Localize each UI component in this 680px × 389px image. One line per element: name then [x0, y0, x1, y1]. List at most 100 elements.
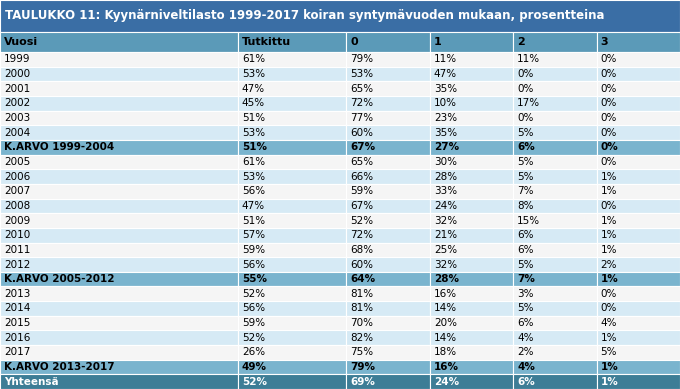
- Bar: [430, 199, 513, 213]
- Bar: [346, 272, 430, 286]
- Text: 59%: 59%: [242, 245, 265, 255]
- Text: 4%: 4%: [517, 333, 534, 343]
- Text: 1%: 1%: [600, 274, 618, 284]
- Bar: [513, 111, 596, 125]
- Bar: [513, 345, 596, 360]
- Bar: [238, 111, 346, 125]
- Text: 2007: 2007: [4, 186, 31, 196]
- Text: 11%: 11%: [517, 54, 541, 65]
- Bar: [596, 286, 680, 301]
- Bar: [596, 125, 680, 140]
- Text: 57%: 57%: [242, 230, 265, 240]
- Bar: [238, 169, 346, 184]
- Bar: [596, 184, 680, 199]
- Text: 0%: 0%: [600, 128, 617, 138]
- Text: 0%: 0%: [517, 113, 534, 123]
- Bar: [0, 360, 238, 374]
- Text: 0%: 0%: [600, 157, 617, 167]
- Bar: [430, 111, 513, 125]
- Text: 2012: 2012: [4, 259, 31, 270]
- Bar: [0, 286, 238, 301]
- Bar: [0, 32, 238, 52]
- Text: 1%: 1%: [600, 230, 617, 240]
- Text: 0%: 0%: [600, 142, 618, 152]
- Bar: [596, 169, 680, 184]
- Bar: [596, 96, 680, 111]
- Text: 2009: 2009: [4, 216, 31, 226]
- Text: 65%: 65%: [350, 84, 373, 94]
- Bar: [513, 360, 596, 374]
- Text: 2014: 2014: [4, 303, 31, 314]
- Bar: [0, 111, 238, 125]
- Text: TAULUKKO 11: Kyynärniveltilasto 1999-2017 koiran syntymävuoden mukaan, prosentte: TAULUKKO 11: Kyynärniveltilasto 1999-201…: [5, 9, 605, 23]
- Text: 47%: 47%: [242, 201, 265, 211]
- Bar: [430, 330, 513, 345]
- Text: 79%: 79%: [350, 362, 375, 372]
- Text: 53%: 53%: [242, 128, 265, 138]
- Bar: [430, 184, 513, 199]
- Bar: [346, 286, 430, 301]
- Text: 2015: 2015: [4, 318, 31, 328]
- Text: 61%: 61%: [242, 157, 265, 167]
- Text: 0%: 0%: [600, 113, 617, 123]
- Text: 27%: 27%: [434, 142, 459, 152]
- Bar: [430, 155, 513, 169]
- Text: 7%: 7%: [517, 274, 535, 284]
- Text: 2001: 2001: [4, 84, 31, 94]
- Text: 52%: 52%: [242, 333, 265, 343]
- Text: 2017: 2017: [4, 347, 31, 357]
- Text: 2006: 2006: [4, 172, 31, 182]
- Text: 1%: 1%: [600, 186, 617, 196]
- Bar: [513, 301, 596, 316]
- Text: 15%: 15%: [517, 216, 541, 226]
- Bar: [0, 155, 238, 169]
- Bar: [346, 345, 430, 360]
- Bar: [238, 257, 346, 272]
- Text: 6%: 6%: [517, 230, 534, 240]
- Bar: [430, 286, 513, 301]
- Text: 35%: 35%: [434, 128, 457, 138]
- Text: 33%: 33%: [434, 186, 457, 196]
- Bar: [0, 81, 238, 96]
- Bar: [238, 52, 346, 67]
- Bar: [238, 96, 346, 111]
- Text: 53%: 53%: [350, 69, 373, 79]
- Bar: [0, 96, 238, 111]
- Bar: [513, 96, 596, 111]
- Bar: [513, 32, 596, 52]
- Text: 53%: 53%: [242, 172, 265, 182]
- Text: 2010: 2010: [4, 230, 31, 240]
- Text: 4%: 4%: [600, 318, 617, 328]
- Bar: [430, 301, 513, 316]
- Text: 23%: 23%: [434, 113, 457, 123]
- Bar: [346, 52, 430, 67]
- Text: 1: 1: [434, 37, 441, 47]
- Bar: [0, 257, 238, 272]
- Text: 0%: 0%: [600, 69, 617, 79]
- Text: 26%: 26%: [242, 347, 265, 357]
- Text: 5%: 5%: [517, 157, 534, 167]
- Text: 1999: 1999: [4, 54, 31, 65]
- Bar: [346, 316, 430, 330]
- Text: 10%: 10%: [434, 98, 457, 109]
- Text: 6%: 6%: [517, 245, 534, 255]
- Text: 2%: 2%: [600, 259, 617, 270]
- Bar: [238, 242, 346, 257]
- Text: 0%: 0%: [600, 289, 617, 299]
- Bar: [430, 272, 513, 286]
- Text: 45%: 45%: [242, 98, 265, 109]
- Text: 5%: 5%: [517, 303, 534, 314]
- Text: 77%: 77%: [350, 113, 373, 123]
- Bar: [346, 228, 430, 242]
- Bar: [430, 257, 513, 272]
- Bar: [596, 242, 680, 257]
- Text: 59%: 59%: [350, 186, 373, 196]
- Text: 56%: 56%: [242, 186, 265, 196]
- Text: 24%: 24%: [434, 377, 459, 387]
- Bar: [346, 140, 430, 155]
- Bar: [513, 316, 596, 330]
- Bar: [596, 213, 680, 228]
- Text: 2016: 2016: [4, 333, 31, 343]
- Text: 0%: 0%: [517, 69, 534, 79]
- Text: 52%: 52%: [350, 216, 373, 226]
